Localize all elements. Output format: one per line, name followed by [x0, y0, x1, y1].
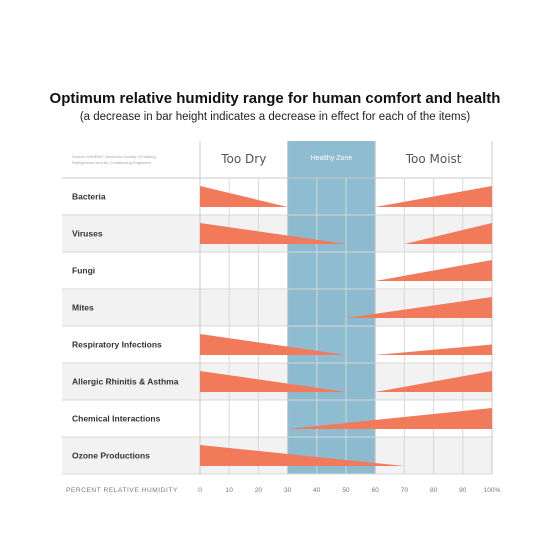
row-label: Mites [72, 303, 94, 313]
row-background [62, 215, 492, 252]
row-label: Chemical Interactions [72, 414, 161, 424]
x-tick-label: 100% [484, 487, 501, 494]
row-background [62, 363, 492, 400]
effect-bar [375, 344, 492, 355]
effect-bar [287, 408, 492, 429]
healthy-zone-band [287, 141, 376, 474]
healthy-zone-layer [287, 141, 376, 474]
x-tick-label: 30 [284, 487, 292, 494]
x-tick-label: 60 [372, 487, 380, 494]
effect-bar [375, 371, 492, 392]
effect-bar [346, 297, 492, 318]
source-note: Refrigeration and Air Conditioning Engin… [72, 160, 151, 165]
x-axis-title: PERCENT RELATIVE HUMIDITY [66, 487, 178, 494]
effect-bar [375, 186, 492, 207]
x-tick-label: 90 [459, 487, 467, 494]
x-tick-label: 0 [198, 487, 202, 494]
chart-subtitle: (a decrease in bar height indicates a de… [79, 111, 471, 123]
source-note: Source: ASHRAE, American Society of Heat… [72, 154, 157, 159]
effect-bar [200, 223, 346, 244]
row-label: Allergic Rhinitis & Asthma [72, 377, 179, 387]
chart-title: Optimum relative humidity range for huma… [49, 90, 501, 107]
x-tick-label: 50 [342, 487, 350, 494]
row-label: Viruses [72, 229, 103, 239]
effect-bar [404, 223, 492, 244]
x-tick-label: 80 [430, 487, 438, 494]
zone-label-healthy: Healthy Zone [311, 155, 353, 162]
effect-bar [200, 186, 288, 207]
row-label: Fungi [72, 266, 95, 276]
effect-bar [200, 371, 346, 392]
row-label: Ozone Productions [72, 451, 150, 461]
chart-labels: Source: ASHRAE, American Society of Heat… [66, 152, 501, 494]
row-label: Bacteria [72, 192, 106, 202]
effect-bars [200, 186, 492, 466]
x-tick-label: 20 [255, 487, 263, 494]
zone-label: Too Dry [220, 152, 266, 166]
effect-bar [200, 445, 405, 466]
zone-label: Too Moist [405, 152, 462, 166]
x-tick-label: 40 [313, 487, 321, 494]
x-tick-label: 10 [226, 487, 234, 494]
effect-bar [200, 334, 346, 355]
effect-bar [375, 260, 492, 281]
x-tick-label: 70 [401, 487, 409, 494]
row-label: Respiratory Infections [72, 340, 162, 350]
